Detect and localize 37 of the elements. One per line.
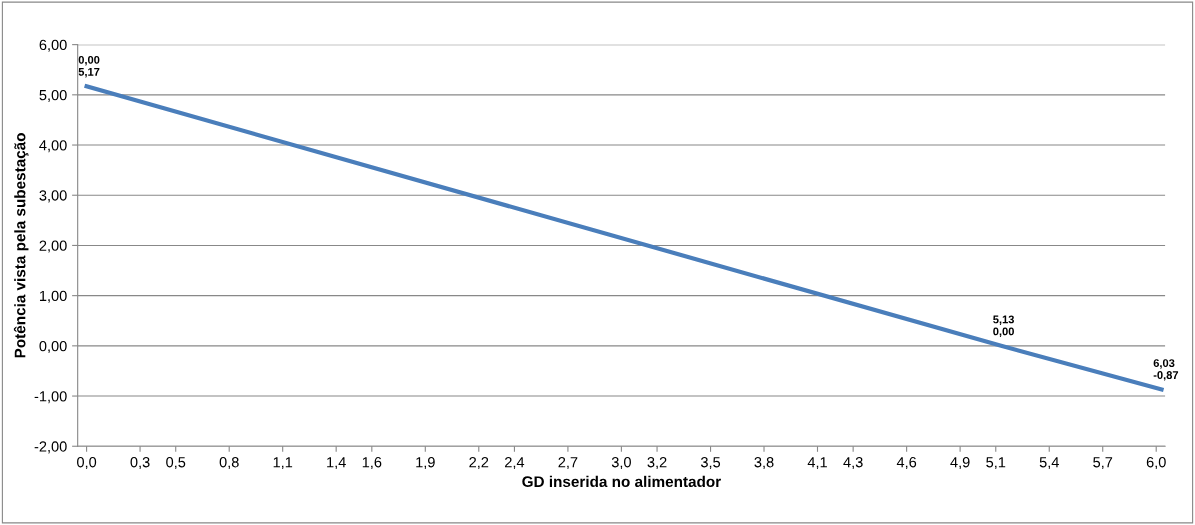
annotation: 5,13 0,00 xyxy=(993,315,1015,337)
x-tick-label: 2,4 xyxy=(505,457,525,470)
x-tick-label: 1,4 xyxy=(327,457,346,470)
annotation: 6,03 -0,87 xyxy=(1153,359,1179,381)
x-tick-label: 1,9 xyxy=(416,457,435,470)
x-tick-label: 1,6 xyxy=(362,457,382,470)
x-tick-label: 3,5 xyxy=(700,457,721,470)
y-tick-label: 1,00 xyxy=(39,290,67,303)
x-tick-label: 5,4 xyxy=(1039,457,1059,470)
y-tick-label: 3,00 xyxy=(39,190,67,203)
x-tick-label: 4,9 xyxy=(950,457,970,470)
x-tick-label: 4,1 xyxy=(807,457,827,470)
x-tick-label: 5,7 xyxy=(1093,457,1113,470)
x-tick-label: 0,0 xyxy=(77,457,97,470)
x-tick-label: 3,0 xyxy=(611,457,631,470)
y-axis-title: Potência vista pela subestação xyxy=(13,133,29,358)
y-tick-label: 4,00 xyxy=(39,140,67,153)
x-tick-label: 4,3 xyxy=(843,457,863,470)
x-tick-label: 0,5 xyxy=(166,457,186,470)
x-tick-label: 0,8 xyxy=(219,457,239,470)
y-tick-label: 5,00 xyxy=(39,89,67,102)
x-tick-label: 3,2 xyxy=(647,457,667,470)
x-tick-label: 2,2 xyxy=(469,457,489,470)
x-tick-label: 3,8 xyxy=(754,457,774,470)
annotation: 0,00 5,17 xyxy=(78,55,100,78)
x-tick-label: 1,1 xyxy=(273,457,293,470)
y-tick-label: 6,00 xyxy=(39,39,67,52)
y-tick-label: -1,00 xyxy=(34,391,67,404)
x-axis-title: GD inserida no alimentador xyxy=(522,475,721,488)
x-tick-label: 0,3 xyxy=(130,457,150,470)
x-tick-label: 6,0 xyxy=(1146,457,1166,470)
y-tick-label: 0,00 xyxy=(39,340,67,353)
x-tick-label: 2,7 xyxy=(558,457,578,470)
y-tick-label: 2,00 xyxy=(39,240,67,253)
x-tick-label: 5,1 xyxy=(986,457,1006,470)
y-tick-label: -2,00 xyxy=(34,441,67,454)
x-tick-label: 4,6 xyxy=(896,457,917,470)
